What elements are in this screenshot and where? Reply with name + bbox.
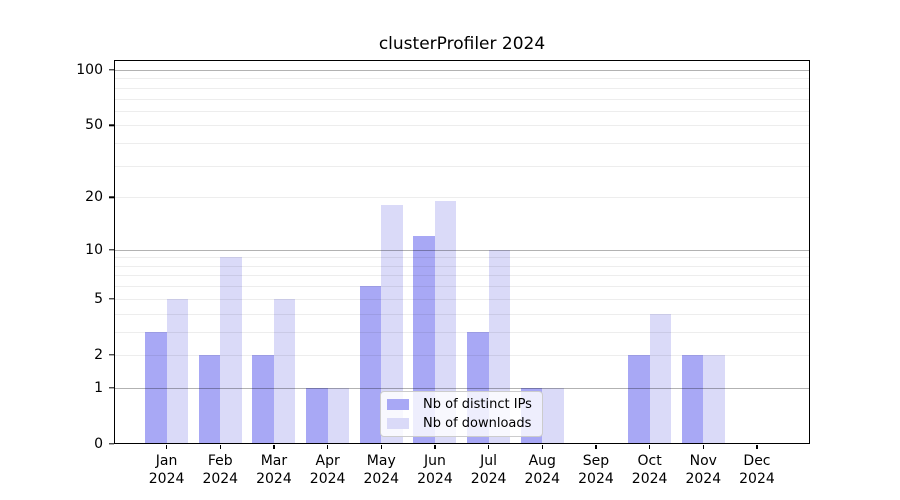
bar-distinct-ips [306,387,328,444]
legend-item-distinct-ips: Nb of distinct IPs [387,395,532,414]
bars-layer [114,60,810,444]
x-label-year: 2024 [631,471,668,487]
y-tick-mark [109,196,114,198]
x-label-year: 2024 [256,471,292,487]
x-tick-label: May 2024 [363,452,399,488]
y-tick-label: 2 [94,346,103,363]
x-tick-mark [595,445,597,449]
x-tick-mark [380,445,382,449]
x-label-year: 2024 [470,471,507,487]
x-axis: Jan 2024 Feb 2024 Mar 2024 Apr 2024 May 2024 Jun 20… [114,444,810,500]
x-tick-label: Jul 2024 [471,452,507,488]
x-label-year: 2024 [148,471,185,487]
x-label-year: 2024 [363,471,400,487]
x-label-month: May [366,453,396,469]
x-label-year: 2024 [578,471,614,487]
x-tick-label: Oct 2024 [632,452,668,488]
x-label-year: 2024 [417,471,453,487]
bar-downloads [703,354,725,444]
y-tick-label: 1 [94,379,103,396]
bar-distinct-ips [681,354,704,444]
y-tick-label: 10 [85,241,103,258]
x-tick-mark [434,445,436,449]
y-tick-mark [109,124,114,127]
legend-label-downloads: Nb of downloads [423,416,532,431]
bar-downloads [649,313,672,444]
y-tick-label: 0 [94,436,103,452]
chart-title: clusterProfiler 2024 [378,34,546,54]
x-tick-label: Feb 2024 [202,452,238,488]
x-tick-label: Mar 2024 [256,452,292,488]
x-tick-mark [219,445,221,449]
y-tick-label: 100 [76,62,103,78]
y-tick-label: 5 [94,290,103,307]
x-label-month: Sep [582,453,610,469]
x-label-year: 2024 [309,471,346,487]
x-label-year: 2024 [202,471,239,487]
x-label-month: Dec [743,453,771,469]
bar-downloads [273,298,296,444]
bar-distinct-ips [145,331,167,444]
bar-downloads [327,387,350,444]
x-tick-label: Aug 2024 [524,452,560,488]
x-tick-label: Jan 2024 [149,452,185,488]
y-axis: 0 1 2 5 10 20 50 100 [0,60,114,452]
y-tick-mark [109,354,114,356]
x-label-month: Jul [480,453,498,469]
legend-swatch-distinct-ips [387,399,409,410]
y-tick-mark [109,69,114,71]
bar-downloads [434,201,457,444]
x-label-month: Apr [315,453,340,469]
x-label-month: Feb [207,453,233,469]
legend-label-distinct-ips: Nb of distinct IPs [423,397,532,412]
y-tick-mark [109,248,114,251]
x-tick-label: Dec 2024 [739,452,775,488]
x-label-month: Nov [689,453,717,469]
x-tick-mark [648,445,651,449]
legend: Nb of distinct IPs Nb of downloads [380,391,543,437]
x-tick-mark [756,445,758,449]
x-label-month: Oct [637,453,662,469]
x-tick-mark [487,445,490,449]
x-tick-mark [165,445,168,449]
y-tick-mark [109,387,114,389]
x-label-month: Jun [423,453,446,469]
bar-downloads [220,257,242,444]
legend-item-downloads: Nb of downloads [387,414,532,433]
x-tick-mark [273,445,275,449]
x-tick-mark [326,445,329,449]
x-label-month: Jan [155,453,178,469]
y-tick-mark [109,443,114,445]
y-tick-label: 50 [85,117,103,134]
x-tick-mark [541,445,543,449]
x-tick-label: Apr 2024 [310,452,346,488]
bar-downloads [542,387,564,444]
bar-distinct-ips [252,354,274,444]
bar-downloads [166,298,189,444]
bar-distinct-ips [359,286,382,444]
x-tick-mark [702,445,704,449]
x-tick-label: Sep 2024 [578,452,614,488]
x-label-year: 2024 [739,471,775,487]
plot-area: Nb of distinct IPs Nb of downloads [114,60,810,444]
x-tick-label: Jun 2024 [417,452,453,488]
x-label-month: Mar [260,453,288,469]
x-label-year: 2024 [524,471,561,487]
bar-distinct-ips [628,354,650,444]
x-label-year: 2024 [685,471,722,487]
bar-downloads [381,205,403,444]
y-tick-label: 20 [85,189,103,206]
y-tick-mark [109,298,114,300]
x-tick-label: Nov 2024 [685,452,721,488]
bar-distinct-ips [198,354,221,444]
legend-swatch-downloads [387,418,409,429]
x-label-month: Aug [528,453,556,469]
